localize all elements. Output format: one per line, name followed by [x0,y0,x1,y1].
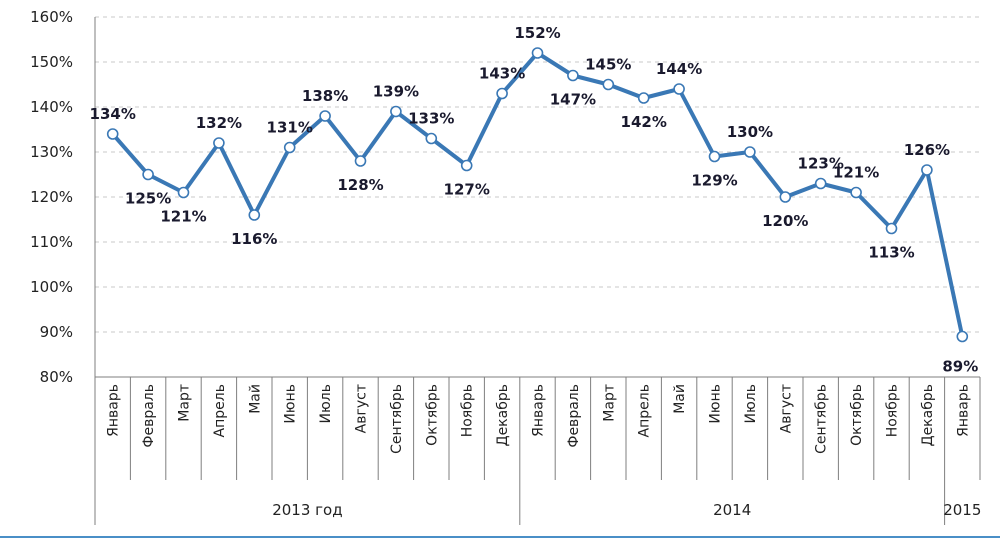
data-label: 113% [868,244,914,262]
x-tick-label: Октябрь [849,384,865,446]
data-point [921,164,933,176]
data-label: 130% [727,123,773,141]
x-tick-label: Май [247,384,263,414]
data-label: 123% [798,155,844,173]
data-label: 121% [160,208,206,226]
data-point [354,155,367,167]
data-labels: 134%125%121%132%116%131%138%128%139%133%… [90,24,979,376]
x-tick-label: Ноябрь [885,384,901,437]
data-point [708,150,721,163]
data-point [213,137,225,149]
data-label: 128% [337,176,383,194]
x-tick-label: Декабрь [495,384,511,446]
data-point [814,177,827,190]
data-label: 138% [302,87,348,105]
x-tick-label: Январь [106,384,122,437]
data-point [779,191,792,203]
data-label: 145% [585,56,631,74]
series [106,47,969,343]
grid [95,16,980,333]
x-tick-label: Декабрь [920,384,936,446]
data-label: 142% [621,113,667,131]
x-tick-label: Октябрь [424,384,440,446]
data-label: 89% [942,358,978,376]
data-label: 143% [479,65,525,83]
data-point [531,47,544,59]
y-tick-label: 100% [30,278,73,296]
data-label: 144% [656,60,702,78]
data-point [425,132,438,145]
data-point [885,222,898,235]
y-tick-label: 150% [30,53,73,71]
data-label: 139% [373,83,419,101]
x-tick-label: Июль [318,384,334,423]
data-point [956,330,969,343]
y-tick-label: 110% [30,233,73,251]
x-tick-label: Апрель [637,384,653,437]
x-tick-label: Март [177,384,193,422]
data-point [673,83,685,95]
data-label: 116% [231,230,277,248]
data-point [319,110,331,122]
x-tick-label: Ноябрь [460,384,476,437]
data-point [602,78,615,91]
year-group-label: 2014 [713,501,751,519]
x-tick-label: Январь [531,384,547,437]
data-label: 131% [267,119,313,137]
y-tick-label: 80% [40,368,73,386]
x-tick-label: Апрель [212,384,228,437]
data-point [390,105,402,118]
data-label: 121% [833,164,879,182]
x-tick-label: Май [672,384,688,414]
y-tick-label: 160% [30,8,73,26]
data-point [283,141,296,154]
data-label: 129% [691,172,737,190]
data-point [637,92,650,104]
x-tick-label: Январь [955,384,971,437]
data-label: 152% [514,24,560,42]
data-point [142,168,154,181]
data-point [496,87,508,100]
series-line [111,51,965,337]
data-label: 127% [444,181,490,199]
data-point [460,159,473,172]
y-tick-label: 120% [30,188,73,206]
data-label: 147% [550,91,596,109]
data-point [567,69,579,82]
year-group-label: 2013 год [272,501,342,519]
x-tick-label: Август [778,384,794,433]
axes [0,17,1000,538]
y-tick-label: 140% [30,98,73,116]
year-groups: 2013 год 2014 2015 [272,501,981,519]
data-label: 126% [904,141,950,159]
x-tick-label: Февраль [566,384,582,448]
x-axis-ticks: Январь Февраль Март Апрель Май Июнь Июль Август… [106,384,972,454]
x-tick-label: Февраль [141,384,157,448]
data-point [106,128,119,140]
x-tick-label: Август [354,384,370,433]
y-tick-label: 90% [40,323,73,341]
x-tick-label: Июнь [283,384,299,424]
data-label: 120% [762,212,808,230]
data-label: 134% [90,105,136,123]
y-axis-ticks: 80% 90% 100% 110% 120% 130% 140% 150% 160% [30,8,73,386]
x-tick-label: Июль [743,384,759,423]
data-label: 125% [125,190,171,208]
x-tick-label: Сентябрь [814,384,830,454]
data-label: 132% [196,114,242,132]
y-tick-label: 130% [30,143,73,161]
data-point [850,186,862,199]
data-point [744,146,756,158]
data-point [177,186,190,199]
x-tick-label: Июнь [708,384,724,424]
x-tick-label: Сентябрь [389,384,405,454]
year-group-label: 2015 [943,501,981,519]
data-label: 133% [408,110,454,128]
x-tick-label: Март [601,384,617,422]
data-point [248,209,261,221]
